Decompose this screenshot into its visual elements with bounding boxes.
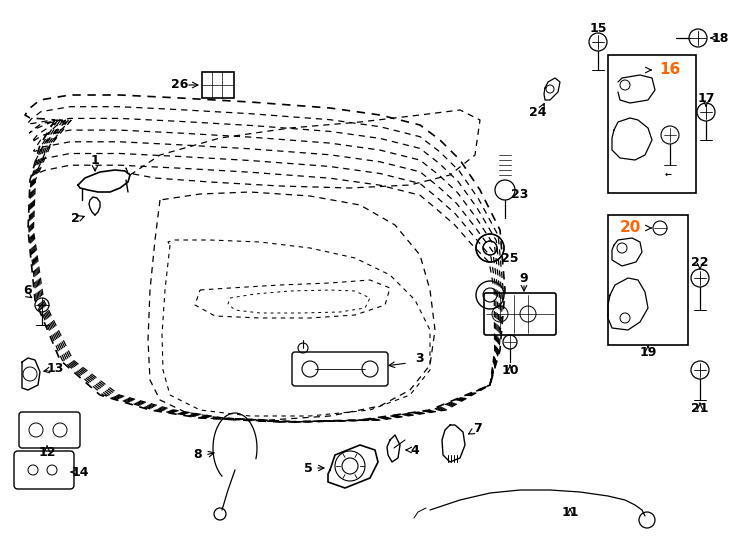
- Text: 22: 22: [691, 255, 709, 268]
- Text: 2: 2: [70, 212, 79, 225]
- Text: 20: 20: [619, 220, 641, 235]
- Text: 4: 4: [410, 443, 419, 456]
- Text: 25: 25: [501, 252, 519, 265]
- Text: 7: 7: [473, 422, 482, 435]
- Text: 6: 6: [23, 284, 32, 296]
- Text: 17: 17: [697, 91, 715, 105]
- Text: 12: 12: [38, 446, 56, 458]
- Text: 5: 5: [304, 462, 313, 475]
- Text: 24: 24: [529, 105, 547, 118]
- Text: 9: 9: [520, 272, 528, 285]
- Text: 16: 16: [659, 63, 680, 78]
- Text: 3: 3: [415, 352, 424, 365]
- Text: 10: 10: [501, 363, 519, 376]
- Text: 23: 23: [512, 188, 528, 201]
- Text: 1: 1: [90, 153, 99, 166]
- Text: 11: 11: [562, 505, 578, 518]
- Text: 14: 14: [71, 465, 89, 478]
- Bar: [608, 215, 688, 345]
- Text: 8: 8: [194, 449, 203, 462]
- Text: 19: 19: [639, 346, 657, 359]
- Text: 21: 21: [691, 402, 709, 415]
- Bar: [608, 55, 696, 193]
- Text: 15: 15: [589, 22, 607, 35]
- Bar: [202, 72, 234, 98]
- Text: 26: 26: [171, 78, 189, 91]
- Text: 13: 13: [46, 361, 64, 375]
- Text: 18: 18: [711, 31, 729, 44]
- Text: ←: ←: [664, 170, 672, 179]
